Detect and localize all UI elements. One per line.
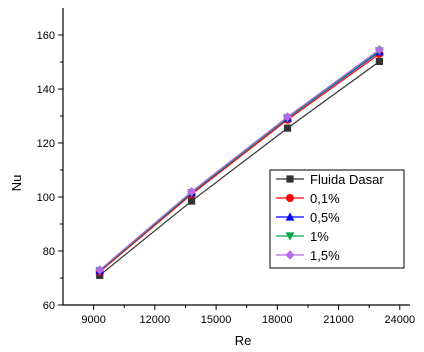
x-tick-label: 12000 [140,314,171,326]
legend-label: 1% [310,229,329,244]
legend-item: 1% [276,229,329,244]
y-axis-label: Nu [9,175,24,192]
data-point [375,57,383,66]
x-tick-label: 9000 [81,314,105,326]
data-point [187,197,196,205]
x-tick-label: 15000 [201,314,232,326]
x-tick-label: 18000 [262,314,293,326]
legend-swatch-marker [286,194,294,202]
series-layer [95,44,384,279]
series-line [99,60,380,276]
data-point [186,187,197,197]
series-line [99,53,380,273]
legend-swatch-marker [286,175,294,183]
y-tick-label: 100 [37,192,55,204]
data-point [374,44,384,55]
data-point [95,265,105,275]
legend-label: 1,5% [310,248,340,263]
y-tick-label: 80 [43,246,55,258]
legend-swatch-marker [285,212,295,221]
x-axis-label: Re [235,333,252,348]
series-1-5- [95,44,384,275]
y-axis-ticks: 60 80 100 120 140 160 [37,30,63,312]
y-tick-label: 140 [37,84,55,96]
y-tick-label: 160 [37,30,55,42]
legend-swatch-marker [285,232,295,241]
data-point [282,112,293,122]
legend-label: 0,5% [310,210,340,225]
legend-label: Fluida Dasar [310,172,384,187]
data-point [283,124,292,132]
x-axis-ticks: 9000 12000 15000 18000 21000 24000 [81,305,415,326]
x-tick-label: 21000 [323,314,354,326]
legend: Fluida Dasar 0,1% 0,5% 1% 1,5% [269,169,405,269]
legend-item: 0,1% [276,191,340,206]
legend-item: Fluida Dasar [276,172,384,187]
legend-label: 0,1% [310,191,340,206]
series-line [99,49,380,271]
y-tick-label: 120 [37,138,55,150]
legend-swatch-marker [285,250,295,260]
x-tick-label: 24000 [384,314,415,326]
y-tick-label: 60 [43,300,55,312]
series-line [99,50,380,272]
legend-item: 1,5% [276,248,340,263]
legend-item: 0,5% [276,210,340,225]
